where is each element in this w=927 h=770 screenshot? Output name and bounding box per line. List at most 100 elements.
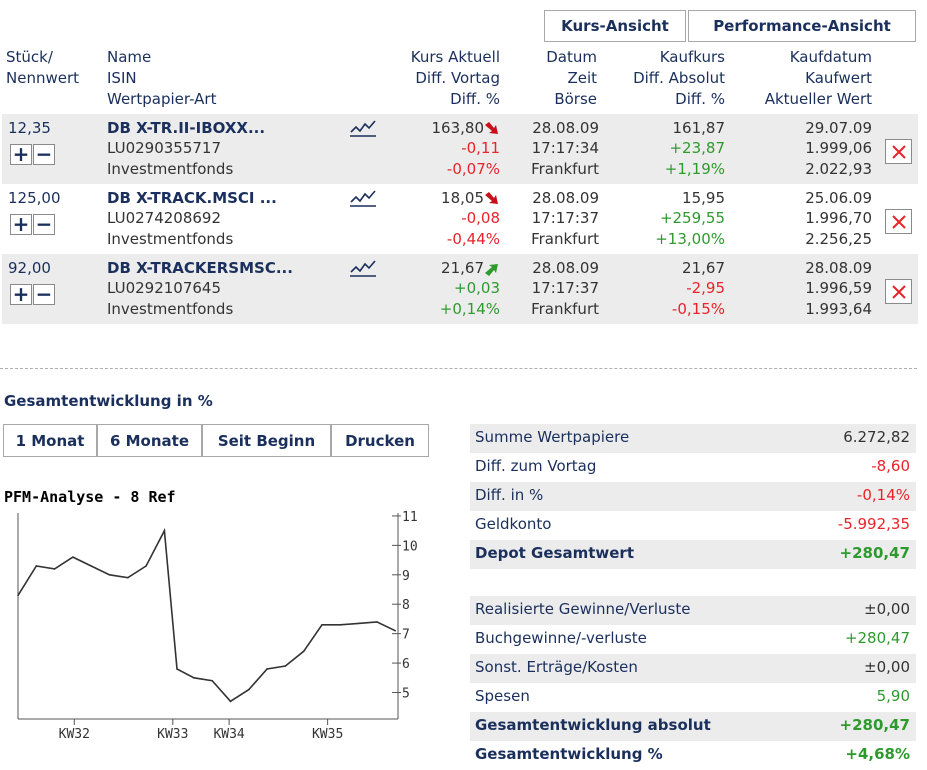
data-point [321, 624, 323, 626]
y-tick-label: 9 [402, 569, 410, 584]
summary-value: ±0,00 [864, 600, 910, 618]
header-kaufkurs-line2: Diff. Absolut [633, 69, 725, 87]
zeit-value: 17:17:34 [531, 139, 599, 157]
tab-seit-beginn[interactable]: Seit Beginn [202, 424, 331, 457]
data-point [17, 594, 19, 597]
data-point [394, 629, 396, 632]
kaufwert-value: 1.996,59 [805, 279, 872, 297]
diff-percent: +13,00% [655, 230, 725, 248]
diff-vortag: -0,08 [461, 209, 500, 227]
tab-6-monate[interactable]: 6 Monate [97, 424, 202, 457]
x-tick-label: KW33 [157, 727, 188, 742]
decrease-button[interactable]: − [33, 214, 55, 235]
delete-button[interactable] [885, 209, 912, 234]
header-kurs: Kurs Aktuell Diff. Vortag Diff. % [370, 47, 500, 110]
summary-label: Depot Gesamtwert [475, 544, 634, 562]
tab-1-monat[interactable]: 1 Monat [3, 424, 97, 457]
diff-absolut: +23,87 [669, 139, 725, 157]
chart-link-icon[interactable] [349, 120, 377, 138]
data-point [248, 688, 250, 691]
close-icon [892, 285, 906, 299]
isin-value: LU0290355717 [107, 139, 222, 157]
diff-vortag-percent: -0,07% [446, 160, 500, 178]
chart-link-icon[interactable] [349, 190, 377, 208]
isin-value: LU0274208692 [107, 209, 222, 227]
summary-value: +280,47 [839, 544, 910, 562]
diff-vortag-percent: -0,44% [446, 230, 500, 248]
data-point [357, 622, 360, 625]
data-point [176, 668, 178, 670]
tab-performance-ansicht[interactable]: Performance-Ansicht [688, 10, 916, 42]
y-tick-label: 7 [402, 628, 410, 643]
trend-down-icon [485, 122, 498, 134]
data-point [163, 529, 166, 532]
summary-value: +4,68% [845, 745, 910, 763]
header-kurs-line3: Diff. % [450, 90, 500, 108]
diff-absolut: -2,95 [686, 279, 725, 297]
increase-button[interactable]: + [10, 144, 32, 165]
header-kaufkurs-line1: Kaufkurs [659, 48, 725, 66]
summary-row: Geldkonto -5.992,35 [470, 511, 916, 540]
data-point [53, 568, 56, 570]
close-icon [892, 215, 906, 229]
security-type: Investmentfonds [107, 300, 234, 318]
data-point [376, 621, 378, 623]
summary-row: Gesamtentwicklung absolut +280,47 [470, 712, 916, 741]
header-datum-line2: Zeit [567, 69, 597, 87]
summary-value: +280,47 [844, 629, 910, 647]
data-point [72, 556, 74, 558]
performance-chart: 5 6 7 8 9 10 11 KW32 KW33 KW34 KW35 [17, 510, 418, 742]
decrease-button[interactable]: − [33, 144, 55, 165]
summary-row: Diff. zum Vortag -8,60 [470, 453, 916, 482]
security-name-link[interactable]: DB X-TRACK.MSCI ... [107, 189, 277, 207]
diff-vortag: -0,11 [461, 139, 500, 157]
security-name-link[interactable]: DB X-TRACKERSMSC... [107, 259, 293, 277]
summary-label: Sonst. Erträge/Kosten [475, 658, 638, 676]
kurs-aktuell: 163,80 [431, 119, 485, 137]
delete-button[interactable] [885, 139, 912, 164]
datum-value: 28.08.09 [532, 189, 599, 207]
trend-down-icon [485, 192, 498, 204]
close-icon [892, 145, 906, 159]
summary-value: -0,14% [856, 486, 910, 504]
data-point [302, 650, 305, 653]
summary-label: Diff. zum Vortag [475, 457, 597, 475]
qty-value: 92,00 [8, 259, 51, 277]
header-name-line2: ISIN [107, 69, 137, 87]
security-type: Investmentfonds [107, 160, 234, 178]
header-kaufdatum: Kaufdatum Kaufwert Aktueller Wert [730, 47, 872, 110]
summary-row: Depot Gesamtwert +280,47 [470, 540, 916, 569]
tab-kurs-ansicht[interactable]: Kurs-Ansicht [544, 10, 686, 42]
print-button[interactable]: Drucken [331, 424, 429, 457]
header-name: Name ISIN Wertpapier-Art [107, 47, 216, 110]
summary-row: Diff. in % -0,14% [470, 482, 916, 511]
boerse-value: Frankfurt [531, 160, 599, 178]
header-kaufdatum-line2: Kaufwert [805, 69, 872, 87]
summary-row: Spesen 5,90 [470, 683, 916, 712]
kaufkurs-value: 15,95 [682, 189, 725, 207]
header-datum-line3: Börse [554, 90, 597, 108]
summary-value: -8,60 [871, 457, 910, 475]
increase-button[interactable]: + [10, 214, 32, 235]
summary-label: Realisierte Gewinne/Verluste [475, 600, 691, 618]
delete-button[interactable] [885, 279, 912, 304]
y-tick-label: 11 [402, 510, 418, 525]
header-datum: Datum Zeit Börse [500, 47, 597, 110]
summary-row: Sonst. Erträge/Kosten ±0,00 [470, 654, 916, 683]
aktueller-wert-value: 1.993,64 [805, 300, 872, 318]
table-row: 125,00 + − DB X-TRACK.MSCI ... LU0274208… [2, 184, 918, 254]
qty-value: 12,35 [8, 119, 51, 137]
header-kaufkurs-line3: Diff. % [675, 90, 725, 108]
summary-value: -5.992,35 [837, 515, 910, 533]
summary-label: Gesamtentwicklung absolut [475, 716, 711, 734]
header-datum-line1: Datum [546, 48, 597, 66]
header-name-line3: Wertpapier-Art [107, 90, 217, 108]
kaufdatum-value: 29.07.09 [805, 119, 872, 137]
chart-link-icon[interactable] [349, 260, 377, 278]
kaufkurs-value: 161,87 [672, 119, 726, 137]
increase-button[interactable]: + [10, 284, 32, 305]
security-name-link[interactable]: DB X-TR.II-IBOXX... [107, 119, 266, 137]
header-kurs-line2: Diff. Vortag [415, 69, 500, 87]
header-name-line1: Name [107, 48, 152, 66]
decrease-button[interactable]: − [33, 284, 55, 305]
